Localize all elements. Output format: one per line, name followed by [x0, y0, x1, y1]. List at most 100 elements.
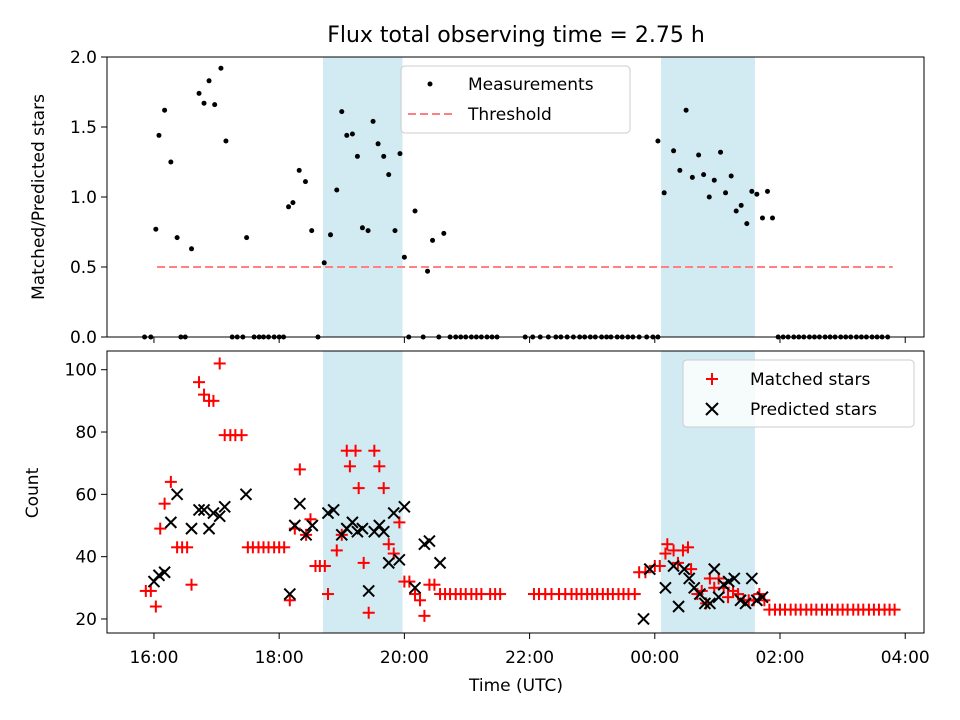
predicted-star-point — [239, 488, 253, 501]
predicted-star-point — [703, 597, 717, 610]
legend-predicted-marker — [705, 402, 719, 416]
predicted-star-point — [373, 519, 386, 532]
measurement-point — [290, 200, 296, 206]
measurement-point — [206, 78, 212, 84]
predicted-star-stroke — [734, 594, 747, 607]
predicted-star-point — [288, 519, 302, 532]
matched-star-point — [343, 460, 356, 473]
predicted-star-stroke — [158, 566, 171, 579]
measurement-point — [671, 148, 677, 154]
measurement-point — [218, 65, 224, 71]
predicted-star-stroke — [672, 600, 685, 613]
measurement-point — [718, 149, 724, 155]
predicted-star-point — [393, 553, 406, 566]
matched-star-point — [377, 482, 390, 495]
matched-star-point — [207, 394, 220, 407]
predicted-star-stroke — [678, 562, 691, 576]
predicted-star-stroke — [362, 584, 375, 598]
predicted-star-stroke — [185, 522, 198, 535]
predicted-star-stroke — [667, 559, 680, 573]
measurement-point — [302, 179, 308, 185]
predicted-star-stroke — [659, 581, 672, 595]
matched-star-point — [685, 563, 698, 576]
predicted-star-stroke — [299, 528, 313, 542]
predicted-star-point — [306, 519, 319, 532]
measurement-point — [386, 172, 392, 178]
predicted-star-stroke — [408, 581, 422, 595]
matched-star-point — [681, 541, 694, 554]
predicted-star-stroke — [207, 506, 220, 520]
x-tick-label: 02:00 — [756, 648, 805, 668]
predicted-star-point — [197, 503, 211, 517]
measurement-point — [174, 235, 180, 241]
predicted-star-point — [170, 488, 184, 501]
measurement-point — [344, 132, 350, 138]
predicted-star-stroke — [213, 509, 226, 523]
predicted-star-point — [693, 587, 707, 601]
measurement-point — [764, 188, 770, 194]
predicted-star-stroke — [398, 500, 411, 514]
measurement-point — [769, 215, 775, 221]
predicted-star-stroke — [321, 506, 335, 520]
measurement-point — [655, 138, 661, 144]
measurement-point — [168, 159, 174, 165]
measurement-point — [375, 141, 381, 147]
predicted-star-stroke — [356, 522, 369, 535]
measurement-point — [392, 228, 398, 234]
measurement-point — [733, 208, 739, 214]
measurement-point — [201, 100, 207, 106]
measurement-point — [754, 191, 760, 197]
matched-star-point — [653, 560, 666, 573]
predicted-star-point — [745, 572, 759, 585]
measurement-point — [328, 232, 334, 238]
y-tick-label: 0.5 — [70, 258, 97, 278]
predicted-star-point — [398, 500, 411, 514]
observation-window — [322, 57, 403, 337]
predicted-star-point — [382, 556, 395, 570]
measurement-point — [397, 151, 403, 157]
matched-star-point — [144, 584, 157, 597]
predicted-star-point — [423, 534, 436, 548]
measurement-point — [661, 190, 667, 196]
y-tick-label: 1.0 — [70, 188, 97, 208]
predicted-star-point — [377, 525, 390, 538]
predicted-star-stroke — [393, 553, 406, 566]
predicted-star-stroke — [152, 569, 166, 582]
matched-star-point — [154, 522, 167, 535]
predicted-star-stroke — [745, 572, 759, 585]
measurement-point — [430, 237, 436, 243]
matched-star-point — [368, 444, 381, 457]
top-x-ticks — [153, 337, 906, 343]
matched-star-point — [213, 357, 226, 370]
predicted-star-stroke — [327, 503, 340, 517]
predicted-star-point — [433, 556, 447, 570]
predicted-star-point — [213, 509, 226, 523]
matched-star-point — [661, 538, 674, 551]
predicted-star-stroke — [637, 612, 650, 626]
measurement-point — [286, 204, 292, 210]
matched-star-point — [235, 429, 248, 442]
measurement-point — [153, 226, 159, 232]
predicted-star-point — [192, 503, 206, 517]
matched-star-point — [185, 578, 198, 591]
predicted-star-point — [722, 575, 735, 588]
predicted-star-stroke — [382, 556, 395, 570]
y-tick-label: 1.5 — [70, 118, 97, 138]
predicted-star-point — [299, 528, 313, 542]
predicted-star-point — [387, 506, 400, 520]
predicted-star-point — [739, 597, 752, 610]
bottom-legend: Matched stars Predicted stars — [682, 359, 915, 428]
measurement-point — [425, 268, 431, 274]
matched-star-point — [278, 541, 291, 554]
x-tick-label: 22:00 — [505, 648, 554, 668]
top-legend: Measurements Threshold — [400, 65, 631, 134]
predicted-star-stroke — [643, 562, 656, 576]
predicted-star-point — [408, 581, 422, 595]
predicted-star-point — [667, 559, 680, 573]
predicted-star-stroke — [756, 590, 769, 604]
measurement-point — [738, 202, 744, 208]
measurement-point — [677, 167, 683, 173]
predicted-star-stroke — [306, 519, 319, 532]
y-tick-label: 2.0 — [70, 48, 97, 68]
